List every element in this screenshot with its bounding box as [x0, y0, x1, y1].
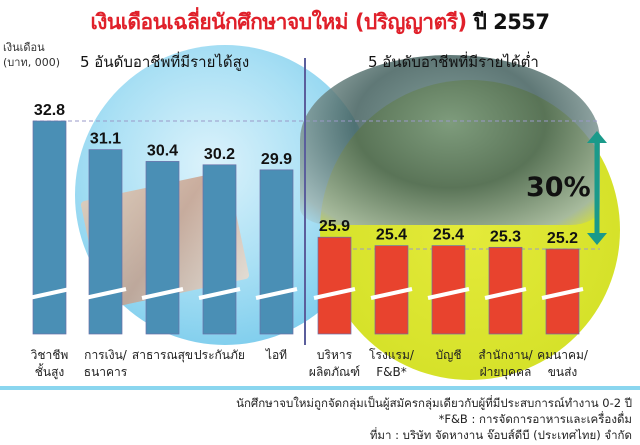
group-label-high: 5 อันดับอาชีพที่มีรายได้สูง [80, 53, 250, 71]
category-label-line: ขนส่ง [547, 365, 578, 379]
data-label: 30.4 [147, 142, 178, 159]
axis-break-mark [370, 287, 413, 300]
category-label-line: ไอที [265, 348, 288, 362]
group-divider [304, 58, 306, 345]
category-label-line: บัญชี [435, 348, 462, 362]
data-label: 29.9 [261, 151, 292, 168]
note-1: นักศึกษาจบใหม่ถูกจัดกลุ่มเป็นผู้สมัครกลุ… [236, 396, 632, 410]
category-label: สำนักงาน/ฝ่ายบุคคล [471, 347, 541, 381]
data-label: 25.4 [376, 227, 407, 244]
category-label: วิชาชีพชั้นสูง [15, 347, 85, 381]
chart-title: เงินเดือนเฉลี่ยนักศึกษาจบใหม่ (ปริญญาตรี… [0, 6, 640, 39]
data-label: 25.4 [433, 227, 464, 244]
axis-break-mark [541, 287, 584, 300]
category-label: ประกันภัย [185, 347, 255, 381]
data-label: 32.8 [34, 102, 65, 119]
category-label-line: สาธารณสุข [131, 348, 194, 362]
category-label-line: การเงิน/ [84, 348, 127, 362]
bar [259, 169, 294, 335]
category-label-line: ผลิตภัณฑ์ [308, 365, 361, 379]
note-source: ที่มา : บริษัท จัดหางาน จ๊อบส์ดีบี (ประเ… [369, 428, 632, 442]
bar [88, 149, 123, 335]
category-label-line: F&B* [376, 365, 407, 379]
data-label: 25.9 [319, 218, 350, 235]
data-label: 25.2 [547, 230, 578, 247]
category-label-line: โรงแรม/ [369, 348, 414, 362]
group-label-low: 5 อันดับอาชีพที่มีรายได้ต่ำ [368, 53, 539, 71]
bar [317, 236, 352, 335]
axis-break-mark [141, 287, 184, 300]
category-label: สาธารณสุข [128, 347, 198, 381]
title-main: เงินเดือนเฉลี่ยนักศึกษาจบใหม่ (ปริญญาตรี… [90, 10, 467, 34]
y-label-line1: เงินเดือน [3, 41, 45, 54]
category-label-line: ชั้นสูง [34, 365, 65, 379]
category-label: โรงแรม/F&B* [357, 347, 427, 381]
axis-break-mark [28, 287, 71, 300]
note-2: *F&B : การจัดการอาหารและเครื่องดื่ม [438, 412, 632, 426]
category-label: การเงิน/ธนาคาร [71, 347, 141, 381]
category-label: บริหารผลิตภัณฑ์ [300, 347, 370, 381]
category-label-line: วิชาชีพ [30, 348, 69, 362]
y-label-line2: (บาท, 000) [3, 56, 60, 69]
data-label: 25.3 [490, 228, 521, 245]
arrow-up-icon [587, 131, 607, 143]
category-label-line: ฝ่ายบุคคล [479, 365, 532, 379]
category-label: คมนาคม/ขนส่ง [528, 347, 598, 381]
bar [32, 120, 67, 335]
category-label-line: สำนักงาน/ [478, 348, 533, 362]
arrow-down-icon [587, 233, 607, 245]
category-label: ไอที [242, 347, 312, 381]
axis-break-mark [198, 287, 241, 300]
title-year: ปี 2557 [473, 10, 550, 34]
y-axis-label: เงินเดือน (บาท, 000) [3, 40, 60, 70]
category-label-line: คมนาคม/ [537, 348, 588, 362]
category-label-line: บริหาร [316, 348, 353, 362]
data-label: 30.2 [204, 146, 235, 163]
graduates-photo [300, 55, 600, 225]
category-label: บัญชี [414, 347, 484, 381]
difference-annotation: 30% [526, 172, 591, 203]
axis-break-mark [84, 287, 127, 300]
axis-break-mark [427, 287, 470, 300]
data-label: 31.1 [90, 131, 121, 148]
category-label-line: ธนาคาร [83, 365, 128, 379]
bar [145, 161, 180, 335]
bar [202, 164, 237, 335]
axis-break-mark [255, 287, 298, 300]
axis-break-mark [484, 287, 527, 300]
divider-rule [0, 386, 640, 390]
category-label-line: ประกันภัย [194, 348, 245, 362]
axis-break-mark [313, 287, 356, 300]
